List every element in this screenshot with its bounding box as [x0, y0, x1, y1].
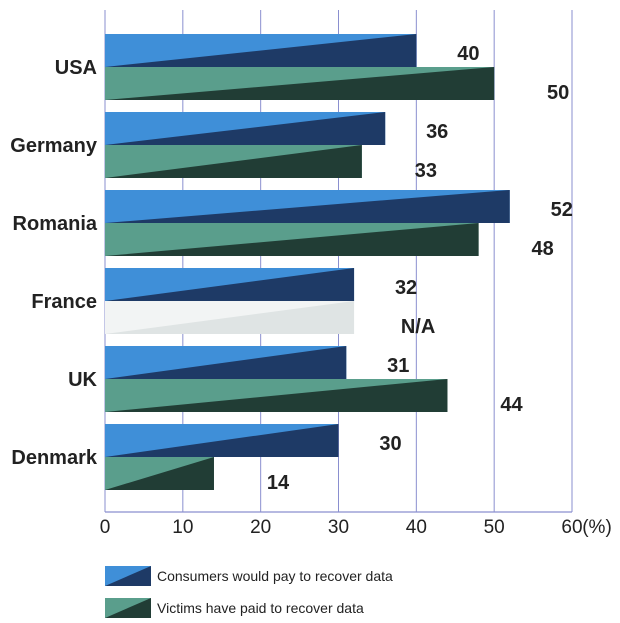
data-label-victims: 14	[267, 472, 290, 494]
legend-swatch	[105, 598, 151, 618]
x-axis-unit: (%)	[582, 517, 612, 538]
data-label-consumers: 31	[387, 355, 409, 377]
bar-consumers-uk	[105, 346, 347, 379]
x-tick-label: 50	[484, 517, 505, 538]
category-label: Denmark	[11, 447, 97, 469]
bar-victims-uk	[105, 379, 448, 412]
legend-item: Victims have paid to recover data	[105, 598, 364, 618]
data-label-consumers: 40	[457, 43, 479, 65]
bar-consumers-germany	[105, 112, 386, 145]
bar-victims-denmark	[105, 457, 214, 490]
data-label-victims: 50	[547, 82, 569, 104]
data-label-victims: 44	[500, 394, 523, 416]
labels: USA 40 50 Germany 36 33 Romania 52 48 France 32 N/A…	[10, 43, 573, 494]
data-label-consumers: 30	[379, 433, 401, 455]
x-tick-label: 30	[328, 517, 349, 538]
data-label-victims: N/A	[401, 316, 435, 338]
category-label: UK	[68, 369, 97, 391]
legend-swatch	[105, 566, 151, 586]
data-label-consumers: 52	[551, 199, 573, 221]
legend-label: Consumers would pay to recover data	[157, 568, 393, 584]
data-label-victims: 48	[531, 238, 553, 260]
bar-victims-romania	[105, 223, 479, 256]
data-label-consumers: 36	[426, 121, 448, 143]
category-label: France	[31, 291, 97, 313]
x-axis: 0 10 20 30 40 50 60 (%)	[100, 511, 612, 538]
x-tick-label: 40	[406, 517, 427, 538]
x-tick-label: 20	[250, 517, 271, 538]
bar-consumers-denmark	[105, 424, 339, 457]
category-label: Romania	[13, 213, 98, 235]
data-label-victims: 33	[415, 160, 437, 182]
legend-label: Victims have paid to recover data	[157, 600, 364, 616]
legend-item: Consumers would pay to recover data	[105, 566, 393, 586]
bar-victims-usa	[105, 67, 495, 100]
bars	[105, 34, 510, 490]
category-label: USA	[55, 57, 97, 79]
bar-consumers-usa	[105, 34, 417, 67]
x-tick-label: 0	[100, 517, 111, 538]
bar-victims-france-na	[105, 301, 355, 334]
bar-victims-germany	[105, 145, 362, 178]
bar-consumers-romania	[105, 190, 510, 223]
data-label-consumers: 32	[395, 277, 417, 299]
x-tick-label: 10	[172, 517, 193, 538]
legend: Consumers would pay to recover data Victi…	[105, 566, 393, 618]
category-label: Germany	[10, 135, 98, 157]
bar-consumers-france	[105, 268, 355, 301]
x-tick-label: 60	[561, 517, 582, 538]
